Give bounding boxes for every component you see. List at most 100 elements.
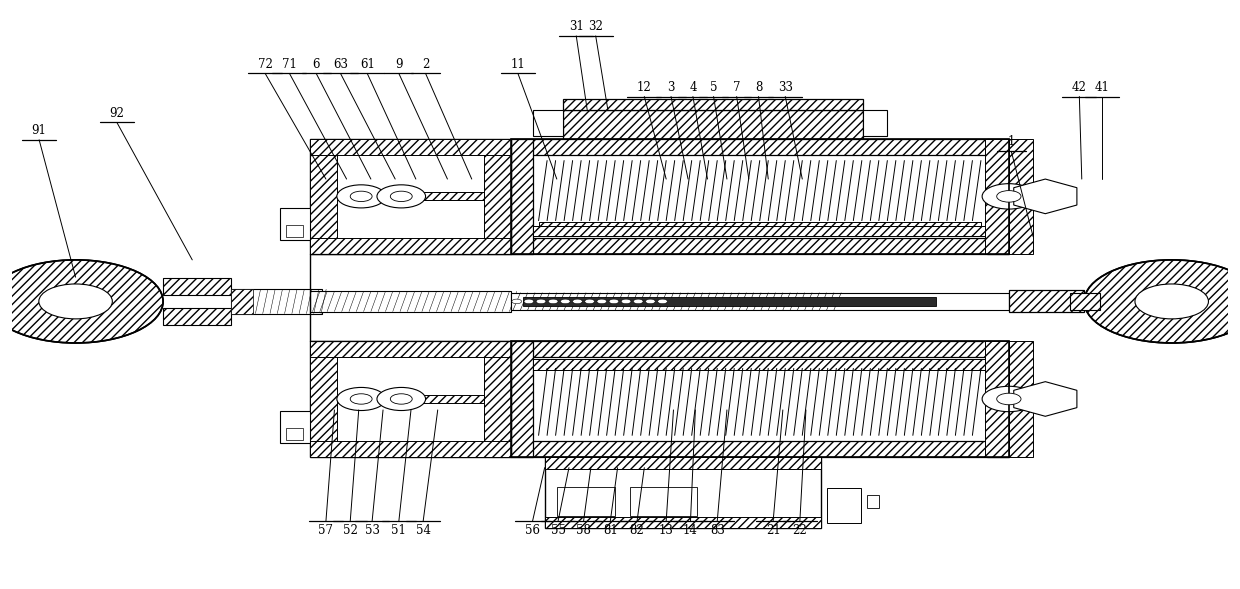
Circle shape bbox=[391, 191, 412, 201]
Text: 71: 71 bbox=[281, 58, 296, 71]
Text: 55: 55 bbox=[551, 524, 565, 537]
Circle shape bbox=[548, 299, 558, 304]
Bar bbox=[538, 222, 981, 235]
Text: 41: 41 bbox=[1095, 81, 1110, 94]
Text: 58: 58 bbox=[577, 524, 591, 537]
Bar bbox=[523, 297, 936, 306]
Circle shape bbox=[512, 299, 522, 304]
Bar bbox=[511, 138, 1009, 254]
Circle shape bbox=[573, 299, 583, 304]
Circle shape bbox=[585, 299, 594, 304]
Circle shape bbox=[997, 191, 1021, 202]
Text: 83: 83 bbox=[709, 524, 724, 537]
Bar bbox=[285, 428, 303, 440]
Bar bbox=[563, 100, 863, 110]
Circle shape bbox=[1084, 260, 1240, 343]
Circle shape bbox=[536, 299, 546, 304]
Bar bbox=[511, 238, 1009, 254]
Bar bbox=[827, 488, 861, 522]
Bar bbox=[280, 411, 310, 443]
Bar bbox=[164, 309, 231, 325]
Text: 22: 22 bbox=[792, 524, 807, 537]
Bar bbox=[484, 340, 511, 457]
Bar bbox=[630, 487, 697, 515]
Circle shape bbox=[350, 394, 372, 404]
Circle shape bbox=[337, 185, 386, 208]
Bar bbox=[1070, 293, 1100, 310]
Bar bbox=[310, 441, 511, 457]
Text: 61: 61 bbox=[360, 58, 374, 71]
Circle shape bbox=[377, 185, 425, 208]
Circle shape bbox=[609, 299, 619, 304]
Text: 42: 42 bbox=[1071, 81, 1086, 94]
Text: 5: 5 bbox=[709, 81, 717, 94]
Bar bbox=[544, 517, 821, 528]
Circle shape bbox=[391, 394, 412, 404]
Text: 12: 12 bbox=[637, 81, 652, 94]
Text: 51: 51 bbox=[392, 524, 407, 537]
Bar bbox=[310, 138, 511, 254]
Bar bbox=[557, 487, 615, 515]
Circle shape bbox=[0, 260, 164, 343]
Text: 53: 53 bbox=[365, 524, 379, 537]
Bar bbox=[987, 340, 1009, 457]
Bar bbox=[985, 138, 1009, 254]
Bar bbox=[511, 138, 1009, 155]
Circle shape bbox=[982, 184, 1035, 209]
Circle shape bbox=[997, 393, 1021, 405]
Bar bbox=[532, 110, 563, 136]
Bar bbox=[310, 138, 337, 254]
Bar bbox=[1009, 138, 1033, 254]
Text: 91: 91 bbox=[32, 124, 47, 137]
Bar bbox=[863, 110, 888, 136]
Polygon shape bbox=[1014, 179, 1076, 214]
Bar bbox=[337, 193, 484, 200]
Text: 14: 14 bbox=[683, 524, 698, 537]
Circle shape bbox=[1135, 284, 1209, 319]
Bar bbox=[511, 293, 1009, 310]
Text: 81: 81 bbox=[603, 524, 618, 537]
Text: 11: 11 bbox=[511, 58, 526, 71]
Bar bbox=[1009, 340, 1033, 457]
Circle shape bbox=[657, 299, 667, 304]
Text: 3: 3 bbox=[667, 81, 675, 94]
Text: 56: 56 bbox=[525, 524, 539, 537]
Text: 2: 2 bbox=[422, 58, 429, 71]
Text: 4: 4 bbox=[689, 81, 697, 94]
Bar bbox=[511, 340, 1009, 457]
Bar bbox=[280, 208, 310, 240]
Text: 72: 72 bbox=[258, 58, 273, 71]
Bar bbox=[867, 495, 879, 508]
Bar bbox=[544, 457, 821, 528]
Bar bbox=[532, 359, 987, 369]
Text: 82: 82 bbox=[630, 524, 645, 537]
Text: 7: 7 bbox=[733, 81, 740, 94]
Circle shape bbox=[621, 299, 631, 304]
Bar bbox=[310, 292, 511, 312]
Text: 92: 92 bbox=[109, 107, 124, 120]
Bar bbox=[511, 138, 532, 254]
Text: 52: 52 bbox=[342, 524, 357, 537]
Text: 63: 63 bbox=[334, 58, 348, 71]
Bar bbox=[285, 225, 303, 237]
Text: 31: 31 bbox=[569, 20, 584, 33]
Bar bbox=[310, 238, 511, 254]
Bar bbox=[231, 289, 322, 313]
Polygon shape bbox=[1014, 382, 1076, 416]
Circle shape bbox=[982, 386, 1035, 412]
Bar bbox=[987, 138, 1009, 254]
Circle shape bbox=[377, 388, 425, 411]
Circle shape bbox=[646, 299, 655, 304]
Circle shape bbox=[337, 388, 386, 411]
Text: 32: 32 bbox=[588, 20, 603, 33]
Bar bbox=[310, 340, 337, 457]
Bar bbox=[484, 138, 511, 254]
Text: 54: 54 bbox=[415, 524, 430, 537]
Bar bbox=[337, 395, 484, 403]
Bar bbox=[310, 340, 511, 457]
Bar bbox=[532, 359, 987, 369]
Bar bbox=[511, 340, 1009, 357]
Bar bbox=[337, 193, 484, 200]
Text: 8: 8 bbox=[755, 81, 763, 94]
Circle shape bbox=[525, 299, 533, 304]
